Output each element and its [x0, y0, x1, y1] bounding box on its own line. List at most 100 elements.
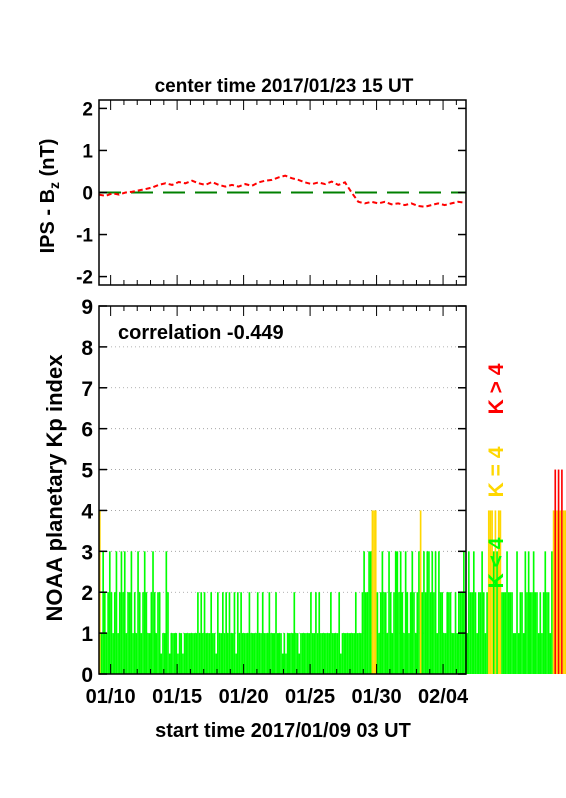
kp-bar	[436, 633, 439, 674]
kp-bar	[368, 551, 370, 674]
kp-bar	[228, 592, 231, 674]
kp-bar	[330, 592, 332, 674]
kp-bar	[298, 653, 301, 674]
kp-bar	[157, 592, 159, 674]
kp-legend: K < 4 K = 4 K > 4	[485, 363, 508, 588]
top-y-axis-label: IPS - Bz (nT)	[37, 139, 62, 254]
kp-bar	[421, 592, 424, 674]
kp-bar	[255, 633, 257, 674]
kp-bar	[185, 633, 188, 674]
kp-bar	[491, 510, 493, 674]
kp-bar	[200, 592, 203, 674]
kp-bar	[399, 551, 402, 674]
kp-bar	[328, 633, 331, 674]
kp-bar	[482, 592, 485, 674]
kp-bar	[231, 633, 234, 674]
kp-bar	[260, 633, 262, 674]
kp-ytick-label: 6	[81, 419, 93, 442]
kp-bar	[354, 592, 357, 674]
kp-bar	[514, 633, 517, 674]
kp-bar	[112, 633, 114, 674]
kp-bar	[251, 633, 254, 674]
kp-ytick-label: 9	[81, 296, 93, 319]
kp-bar	[374, 510, 377, 674]
kp-bar	[163, 633, 166, 674]
kp-bar	[438, 551, 440, 674]
kp-bar	[386, 633, 389, 674]
kp-bar	[278, 633, 281, 674]
kp-bar	[263, 633, 266, 674]
kp-bar	[173, 633, 176, 674]
kp-bar	[145, 592, 148, 674]
kp-bar	[236, 592, 239, 674]
bottom-axis-ticks: 0 1 2 3 4 5 6 7 8 9 01/10 01/15 01/20 01/25 01/30 02/04	[81, 296, 469, 708]
kp-bar	[433, 592, 435, 674]
kp-bar	[192, 633, 194, 674]
kp-bar	[414, 633, 417, 674]
kp-bar	[335, 633, 337, 674]
kp-bar	[529, 592, 532, 674]
kp-bar	[230, 633, 232, 674]
kp-bar	[511, 592, 513, 674]
kp-bar	[225, 592, 227, 674]
kp-bar	[331, 633, 334, 674]
kp-bar	[241, 633, 244, 674]
kp-bar	[547, 592, 550, 674]
kp-bar	[301, 633, 304, 674]
kp-bar	[188, 633, 191, 674]
correlation-annotation: correlation -0.449	[118, 322, 284, 344]
kp-bar	[223, 633, 226, 674]
kp-bar	[471, 592, 473, 674]
kp-bar	[168, 653, 171, 674]
kp-bar	[516, 551, 518, 674]
kp-bar	[248, 592, 251, 674]
kp-bar	[102, 551, 104, 674]
kp-bar	[383, 592, 385, 674]
kp-bar	[391, 633, 394, 674]
kp-bar	[253, 633, 256, 674]
kp-bar	[158, 592, 161, 674]
kp-bar	[286, 633, 289, 674]
kp-bar	[494, 510, 497, 674]
kp-bar	[268, 592, 271, 674]
kp-bar	[162, 633, 164, 674]
kp-bar	[153, 592, 156, 674]
kp-bar	[202, 633, 204, 674]
kp-bar	[291, 633, 294, 674]
legend-entry: K < 4	[485, 537, 508, 588]
kp-bar	[180, 633, 183, 674]
kp-bar	[454, 592, 457, 674]
kp-bar	[381, 551, 384, 674]
top-ytick-label: 1	[82, 141, 93, 162]
kp-bar	[340, 653, 342, 674]
kp-bar	[117, 633, 119, 674]
kp-bar	[373, 510, 375, 674]
kp-bar	[524, 551, 527, 674]
kp-bar	[165, 551, 168, 674]
kp-bar	[502, 592, 505, 674]
kp-bar	[451, 633, 454, 674]
kp-bar	[113, 592, 116, 674]
kp-xtick-label: 01/25	[285, 686, 335, 708]
kp-bar	[384, 592, 387, 674]
kp-bar	[481, 551, 483, 674]
kp-bar	[497, 510, 500, 674]
kp-bar	[140, 633, 143, 674]
kp-bar	[404, 551, 407, 674]
kp-bar	[133, 592, 136, 674]
kp-bar	[507, 592, 510, 674]
kp-bar	[120, 551, 123, 674]
kp-bar	[218, 633, 221, 674]
kp-bar	[281, 653, 284, 674]
kp-bar	[453, 633, 455, 674]
kp-bar	[305, 633, 307, 674]
kp-bar	[207, 633, 209, 674]
kp-panel: 0 1 2 3 4 5 6 7 8 9 01/10 01/15 01/20 01/25 01/30 02/04…	[42, 296, 566, 742]
kp-bar	[341, 633, 344, 674]
kp-bar	[197, 592, 199, 674]
kp-bar	[220, 633, 222, 674]
kp-xtick-label: 02/04	[418, 686, 469, 708]
kp-bar	[238, 633, 241, 674]
kp-bar	[371, 510, 374, 674]
